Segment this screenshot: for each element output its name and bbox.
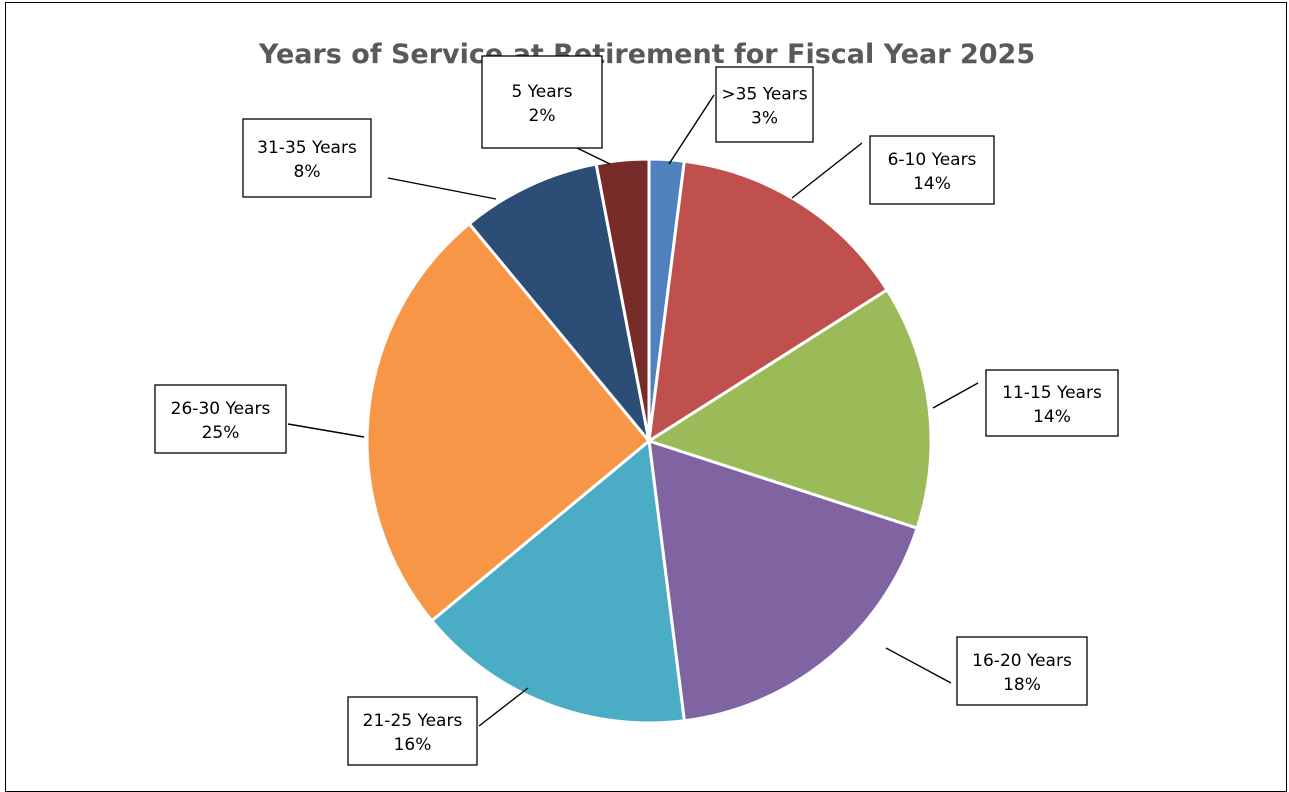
leader-line <box>791 142 863 199</box>
slice-value-label: 3% <box>751 109 778 129</box>
slice-category-label: >35 Years <box>721 85 807 105</box>
leader-line <box>576 147 611 165</box>
leader-line <box>668 94 715 165</box>
pie-slice-3 <box>645 287 933 531</box>
label-box <box>154 384 287 454</box>
pie-slice-6 <box>365 221 652 623</box>
pie-chart: Years of Service at Retirement for Fisca… <box>154 39 1119 766</box>
pie-slice-7 <box>467 162 651 442</box>
slice-category-label: 6-10 Years <box>888 150 977 170</box>
pie-slice-4 <box>647 438 920 723</box>
slice-value-label: 14% <box>913 174 951 194</box>
leader-line <box>885 647 952 684</box>
label-box <box>985 369 1119 437</box>
label-box <box>347 696 478 766</box>
slice-value-label: 25% <box>202 423 240 443</box>
slice-category-label: 16-20 Years <box>972 651 1072 671</box>
slice-category-label: 5 Years <box>511 82 572 102</box>
slice-value-label: 18% <box>1003 675 1041 695</box>
slice-label-8: >35 Years 3% <box>668 66 814 165</box>
slice-label-5: 21-25 Years 16% <box>347 687 529 766</box>
slice-category-label: 26-30 Years <box>171 399 271 419</box>
label-box <box>242 118 372 198</box>
chart-title: Years of Service at Retirement for Fisca… <box>258 39 1035 70</box>
slice-value-label: 16% <box>394 735 432 755</box>
slice-value-label: 2% <box>529 106 556 126</box>
pie-slices <box>365 157 933 725</box>
leader-line <box>478 687 529 727</box>
slice-label-1: 5 Years 2% <box>481 55 611 165</box>
slice-category-label: 31-35 Years <box>257 138 357 158</box>
slice-value-label: 14% <box>1033 407 1071 427</box>
pie-slice-2 <box>647 159 890 444</box>
slice-category-label: 11-15 Years <box>1002 383 1102 403</box>
label-box <box>869 135 995 205</box>
leader-line <box>932 382 979 409</box>
slice-label-7: 31-35 Years 8% <box>242 118 497 200</box>
leader-line <box>287 423 365 438</box>
label-box <box>956 636 1088 706</box>
slice-label-4: 16-20 Years 18% <box>885 636 1088 706</box>
label-box <box>481 55 603 149</box>
leader-line <box>387 177 497 200</box>
slice-label-3: 11-15 Years 14% <box>932 369 1119 437</box>
slice-labels: 5 Years 2% 6-10 Years 14% 11-15 Years 14% 16-2… <box>154 55 1119 766</box>
slice-label-2: 6-10 Years 14% <box>791 135 995 205</box>
slice-label-6: 26-30 Years 25% <box>154 384 365 454</box>
slice-category-label: 21-25 Years <box>363 711 463 731</box>
chart-frame: Years of Service at Retirement for Fisca… <box>5 2 1287 792</box>
pie-slice-5 <box>429 438 687 725</box>
pie-slice-8 <box>594 157 651 442</box>
label-box <box>715 66 814 143</box>
slice-value-label: 8% <box>294 162 321 182</box>
